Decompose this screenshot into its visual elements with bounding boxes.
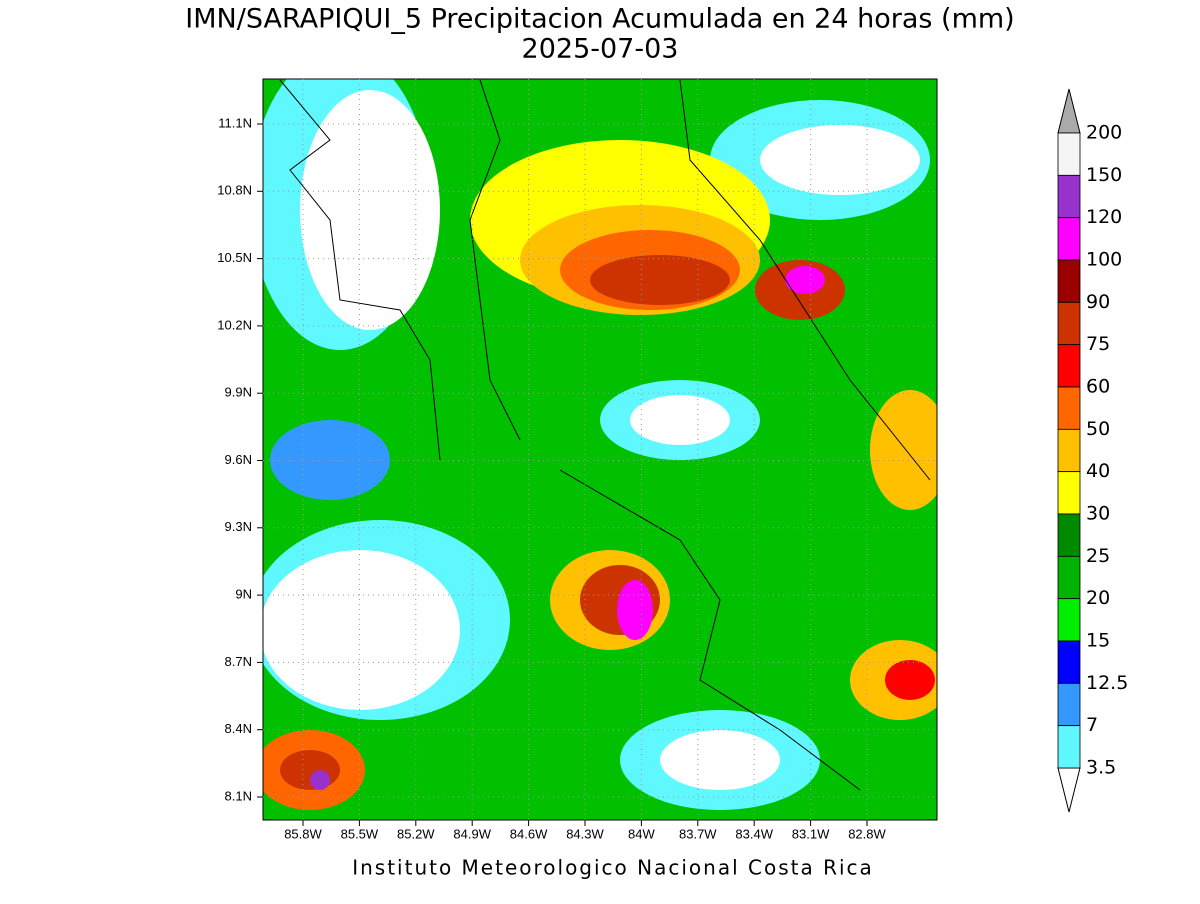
legend-box [1057, 301, 1081, 346]
lat-tick-label: 10.5N [217, 250, 252, 265]
legend-box [1057, 428, 1081, 473]
legend-label: 60 [1086, 376, 1110, 398]
legend-box [1057, 471, 1081, 515]
legend-box [1057, 555, 1081, 600]
legend-label: 15 [1086, 630, 1110, 652]
legend-label: 75 [1086, 333, 1110, 355]
legend-box [1057, 174, 1081, 219]
lon-tick-label: 85.2W [397, 826, 435, 841]
legend-label: 20 [1086, 587, 1110, 609]
legend-box [1057, 682, 1081, 727]
legend-box [1057, 344, 1081, 388]
lon-tick-label: 82.8W [848, 826, 886, 841]
legend-box [1057, 217, 1081, 261]
legend-box [1057, 640, 1081, 684]
legend-label: 90 [1086, 291, 1110, 313]
legend-label: 7 [1086, 714, 1098, 736]
legend-box [1057, 513, 1081, 557]
legend-label: 25 [1086, 545, 1110, 567]
lon-tick-label: 84.6W [510, 826, 548, 841]
lon-tick-label: 85.5W [341, 826, 379, 841]
lat-tick-label: 11.1N [218, 115, 252, 130]
title: IMN/SARAPIQUI_5 Precipitacion Acumulada … [185, 4, 1014, 35]
legend-label: 200 [1086, 122, 1122, 144]
legend-below [1057, 767, 1081, 813]
legend-box [1057, 386, 1081, 430]
lat-tick-label: 9.9N [225, 385, 252, 400]
lon-tick-label: 83.1W [792, 826, 830, 841]
lon-tick-label: 83.4W [735, 826, 773, 841]
lon-tick-label: 85.8W [284, 826, 322, 841]
lon-tick-label: 83.7W [679, 826, 717, 841]
legend-box [1057, 725, 1081, 769]
legend-box [1057, 132, 1081, 176]
lat-tick-label: 8.7N [225, 654, 252, 669]
legend-box [1057, 259, 1081, 303]
lat-tick-label: 9N [235, 587, 252, 602]
precip-field [263, 79, 937, 820]
lat-tick-label: 8.4N [225, 721, 252, 736]
legend-label: 50 [1086, 418, 1110, 440]
lat-tick-label: 8.1N [225, 788, 252, 803]
lat-tick-label: 10.2N [217, 317, 252, 332]
lon-tick-label: 84W [628, 826, 655, 841]
legend-label: 100 [1086, 249, 1122, 271]
legend-label: 40 [1086, 460, 1110, 482]
legend-above [1057, 88, 1081, 134]
lat-tick-label: 9.6N [225, 452, 252, 467]
legend-label: 3.5 [1086, 757, 1116, 779]
legend-box [1057, 598, 1081, 642]
lat-tick-label: 9.3N [225, 519, 252, 534]
subtitle: 2025-07-03 [522, 34, 679, 65]
legend-label: 150 [1086, 164, 1122, 186]
legend-label: 30 [1086, 503, 1110, 525]
lat-tick-label: 10.8N [217, 183, 252, 198]
legend-label: 120 [1086, 206, 1122, 228]
lon-tick-label: 84.9W [453, 826, 491, 841]
lon-tick-label: 84.3W [566, 826, 604, 841]
map-frame [262, 78, 938, 821]
footer: Instituto Meteorologico Nacional Costa R… [352, 856, 874, 880]
legend-label: 12.5 [1086, 672, 1128, 694]
